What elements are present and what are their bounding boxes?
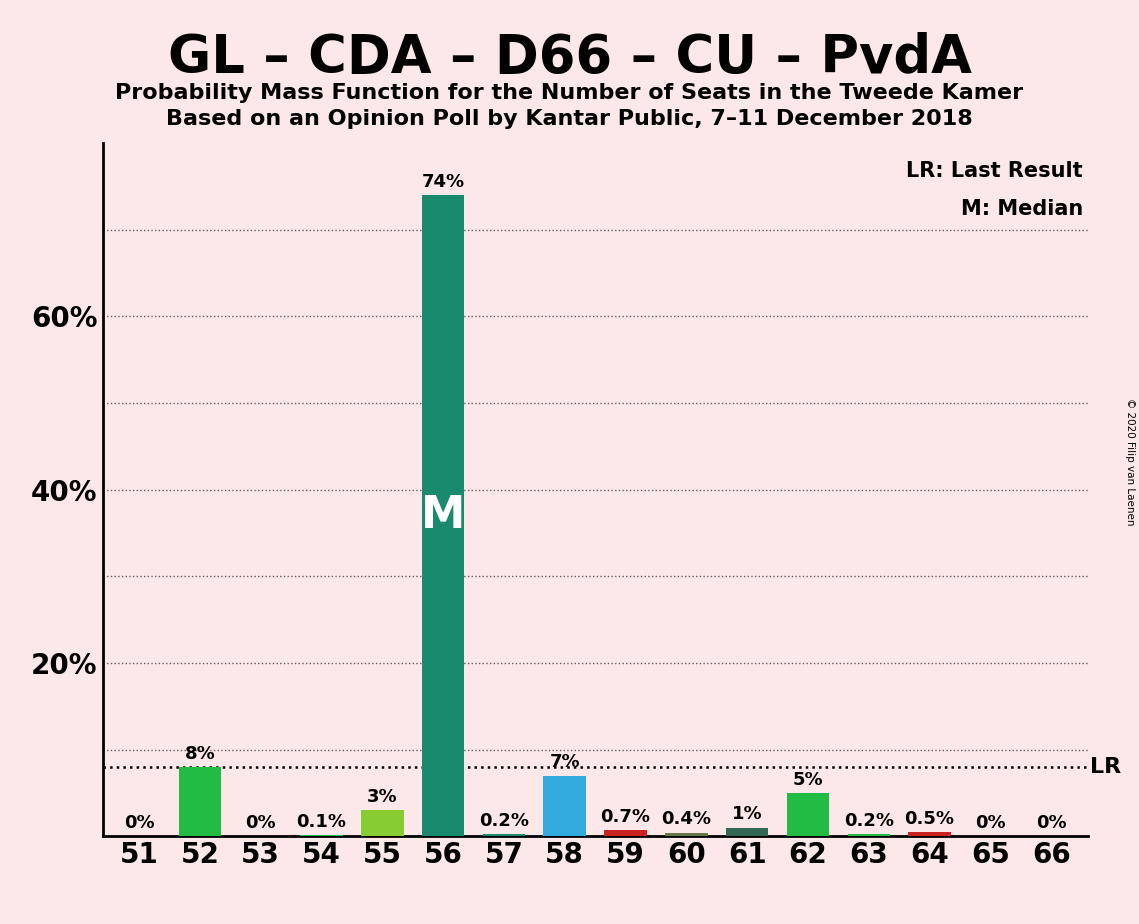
Text: Based on an Opinion Poll by Kantar Public, 7–11 December 2018: Based on an Opinion Poll by Kantar Publi… (166, 109, 973, 129)
Text: 0%: 0% (124, 814, 154, 832)
Text: M: Median: M: Median (960, 199, 1083, 219)
Text: M: M (421, 494, 465, 537)
Text: 1%: 1% (732, 805, 762, 823)
Bar (421, 195, 465, 836)
Text: 5%: 5% (793, 771, 823, 788)
Text: © 2020 Filip van Laenen: © 2020 Filip van Laenen (1125, 398, 1134, 526)
Text: 0.5%: 0.5% (904, 809, 954, 828)
Text: 0.2%: 0.2% (844, 812, 894, 830)
Bar (605, 830, 647, 836)
Bar (908, 832, 951, 836)
Bar (179, 767, 221, 836)
Bar (665, 833, 707, 836)
Text: LR: LR (1090, 757, 1121, 777)
Text: 0.7%: 0.7% (600, 808, 650, 826)
Text: 8%: 8% (185, 745, 215, 762)
Text: 0%: 0% (975, 814, 1006, 832)
Bar (787, 793, 829, 836)
Bar (361, 810, 403, 836)
Bar (847, 834, 890, 836)
Text: LR: Last Result: LR: Last Result (907, 161, 1083, 180)
Text: 3%: 3% (367, 788, 398, 806)
Text: 0.4%: 0.4% (662, 810, 712, 829)
Text: 74%: 74% (421, 173, 465, 191)
Text: 7%: 7% (549, 753, 580, 772)
Text: Probability Mass Function for the Number of Seats in the Tweede Kamer: Probability Mass Function for the Number… (115, 83, 1024, 103)
Text: 0.2%: 0.2% (478, 812, 528, 830)
Text: 0%: 0% (245, 814, 276, 832)
Text: 0%: 0% (1036, 814, 1066, 832)
Bar (543, 775, 585, 836)
Text: 0.1%: 0.1% (296, 813, 346, 831)
Bar (726, 828, 769, 836)
Bar (483, 834, 525, 836)
Text: GL – CDA – D66 – CU – PvdA: GL – CDA – D66 – CU – PvdA (167, 32, 972, 84)
